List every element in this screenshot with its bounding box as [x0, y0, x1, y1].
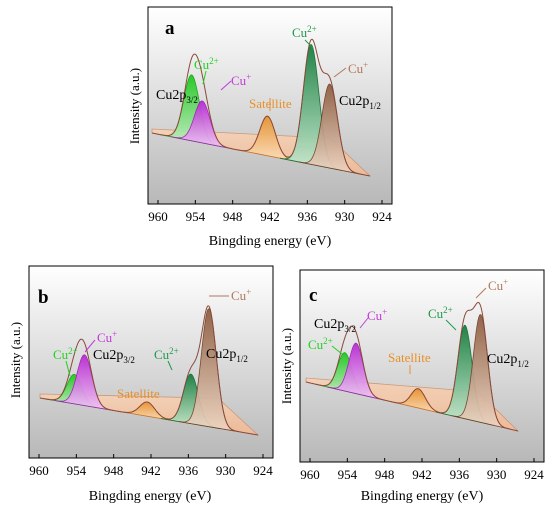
panel-c-cu1-arrow — [359, 317, 369, 329]
panel-b-cu2-1-2-label: Cu2+ — [154, 346, 179, 362]
panel-c-cu1-3-2-label: Cu+ — [367, 307, 387, 323]
panel-a-y-axis-label: Intensity (a.u.) — [127, 68, 142, 144]
panel-b-tick-label-930: 930 — [216, 463, 236, 478]
panel-c-cu1-1-2-arrow — [475, 287, 487, 299]
panel-c-y-axis-label: Intensity (a.u.) — [279, 328, 294, 404]
panel-a-cu2-arrow — [202, 70, 207, 85]
panel-a-tick-label-930: 930 — [335, 209, 355, 224]
panel-b-cu2p12-label: Cu2p1/2 — [206, 347, 248, 364]
panel-a-tick-label-924: 924 — [372, 209, 392, 224]
panel-c-tick-label-960: 960 — [300, 467, 320, 482]
panel-b-cu1-3-2-label: Cu+ — [97, 329, 117, 345]
panel-a-cu1-1-2-label: Cu+ — [348, 60, 368, 76]
panel-a-cu2p32-label: Cu2p3/2 — [156, 88, 198, 105]
panel-a-tick-label-948: 948 — [223, 209, 243, 224]
panel-b-tick-label-936: 936 — [179, 463, 199, 478]
panel-b-letter: b — [38, 287, 49, 308]
panel-c: 960 954 948 942 936 930 924 c Cu2p3/2 Cu+ Cu2+… — [279, 269, 545, 504]
panel-c-cu2-arrow — [331, 345, 343, 355]
panel-a-cu1-1-2-arrow — [333, 67, 347, 78]
panel-a-envelope-line — [151, 38, 371, 177]
panel-b-cu2p32-label: Cu2p3/2 — [93, 348, 135, 365]
panel-c-cu2-1-2-label: Cu2+ — [428, 305, 453, 321]
panel-c-tick-label-924: 924 — [524, 467, 544, 482]
panel-c-tick-label-942: 942 — [412, 467, 432, 482]
panel-a-spectrum — [151, 38, 372, 177]
panel-a-x-ticks: 960 954 948 942 936 930 924 — [148, 200, 392, 224]
panel-a-tick-label-954: 954 — [186, 209, 206, 224]
panel-b-tick-label-924: 924 — [253, 463, 273, 478]
panel-b-x-axis-label: Bingding energy (eV) — [89, 489, 212, 504]
panel-b-tick-label-942: 942 — [141, 463, 161, 478]
panel-a-cu2-3-2-label: Cu2+ — [194, 56, 219, 72]
panel-c-x-ticks: 960 954 948 942 936 930 924 — [300, 458, 544, 482]
panel-b-tick-label-948: 948 — [104, 463, 124, 478]
panel-c-satellite-label: Satellite — [388, 350, 431, 365]
panel-c-cu1-1-2-label: Cu+ — [488, 277, 508, 293]
panel-c-cu2-1-2-arrow — [445, 319, 457, 331]
panel-a-tick-label-942: 942 — [260, 209, 280, 224]
panel-a-letter: a — [165, 18, 175, 39]
panel-b-tick-label-960: 960 — [29, 463, 49, 478]
panel-b-cu1-1-2-label: Cu+ — [231, 287, 251, 303]
panel-b-envelope-line — [39, 305, 259, 436]
panel-a-x-axis-label: Bingding energy (eV) — [209, 234, 332, 249]
panel-c-spectrum — [305, 301, 520, 432]
panel-b-tick-label-954: 954 — [67, 463, 87, 478]
panel-c-tick-label-930: 930 — [487, 467, 507, 482]
panel-b-y-axis-label: Intensity (a.u.) — [8, 322, 23, 398]
panel-a-cu2p12-label: Cu2p1/2 — [339, 94, 381, 111]
panel-c-cu2-3-2-label: Cu2+ — [308, 336, 333, 352]
panel-a-tick-label-936: 936 — [298, 209, 318, 224]
panel-c-cu2p32-label: Cu2p3/2 — [314, 317, 356, 334]
panel-c-tick-label-936: 936 — [450, 467, 470, 482]
panel-c-envelope-line — [305, 301, 519, 432]
panel-b-cu2-arrow — [65, 360, 71, 377]
panel-b-cu2-1-2-arrow — [167, 360, 173, 371]
panel-c-letter: c — [309, 285, 317, 306]
panel-a-cu2-1-2-label: Cu2+ — [292, 24, 317, 40]
panel-c-cu2p12-label: Cu2p1/2 — [487, 352, 529, 369]
panel-c-tick-label-954: 954 — [338, 467, 358, 482]
panel-b-cu1-arrow — [84, 339, 96, 353]
panel-b-x-ticks: 960 954 948 942 936 930 924 — [29, 454, 273, 478]
panel-a-cu1-arrow — [220, 80, 232, 91]
panel-a-tick-label-960: 960 — [148, 209, 168, 224]
panel-a-cu1-3-2-label: Cu+ — [231, 72, 251, 88]
panel-a-cu2-1-2-arrow — [304, 39, 314, 49]
panel-c-tick-label-948: 948 — [375, 467, 395, 482]
panel-b-spectrum — [39, 305, 260, 436]
panel-b-satellite-label: Satellite — [117, 386, 160, 401]
panel-b: 960 954 948 942 936 930 924 b Cu2+ Cu+ Cu2p3/2… — [8, 265, 274, 504]
panel-b-cu2-3-2-label: Cu2+ — [53, 346, 78, 362]
panel-a: 960 954 948 942 936 930 924 a Cu2+ Cu+ Satelli… — [127, 6, 393, 249]
panel-c-x-axis-label: Bingding energy (eV) — [361, 489, 484, 504]
